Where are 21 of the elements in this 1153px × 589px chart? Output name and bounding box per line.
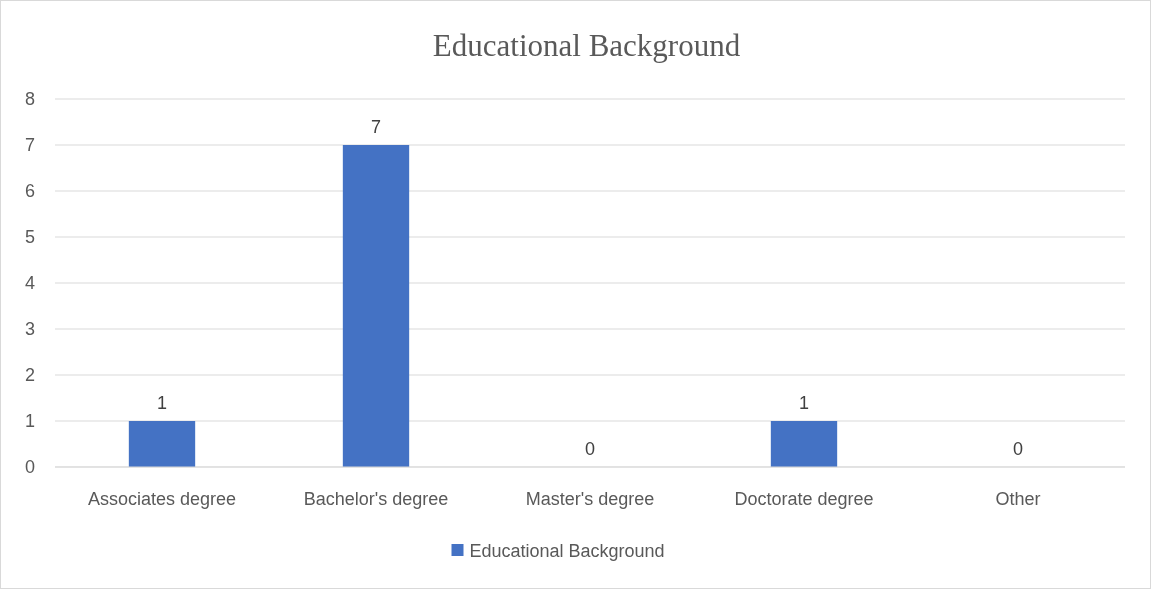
data-label: 0 (584, 439, 596, 459)
x-tick-label: Bachelor's degree (303, 489, 449, 509)
data-label: 0 (1012, 439, 1024, 459)
y-tick-label: 0 (24, 457, 36, 477)
x-tick-label: Doctorate degree (734, 489, 874, 509)
y-tick-label: 5 (24, 227, 36, 247)
x-tick-label: Master's degree (525, 489, 655, 509)
data-label: 1 (798, 393, 810, 413)
x-tick-label: Other (995, 489, 1041, 509)
chart-title: Educational Background (432, 28, 741, 63)
data-label: 1 (156, 393, 168, 413)
y-tick-label: 4 (24, 273, 36, 293)
y-tick-label: 6 (24, 181, 36, 201)
y-tick-label: 7 (24, 135, 36, 155)
y-tick-label: 8 (24, 89, 36, 109)
data-label: 7 (370, 117, 382, 137)
x-tick-label: Associates degree (87, 489, 237, 509)
y-tick-label: 2 (24, 365, 36, 385)
y-tick-label: 3 (24, 319, 36, 339)
legend-label: Educational Background (469, 541, 665, 561)
y-tick-label: 1 (24, 411, 36, 431)
